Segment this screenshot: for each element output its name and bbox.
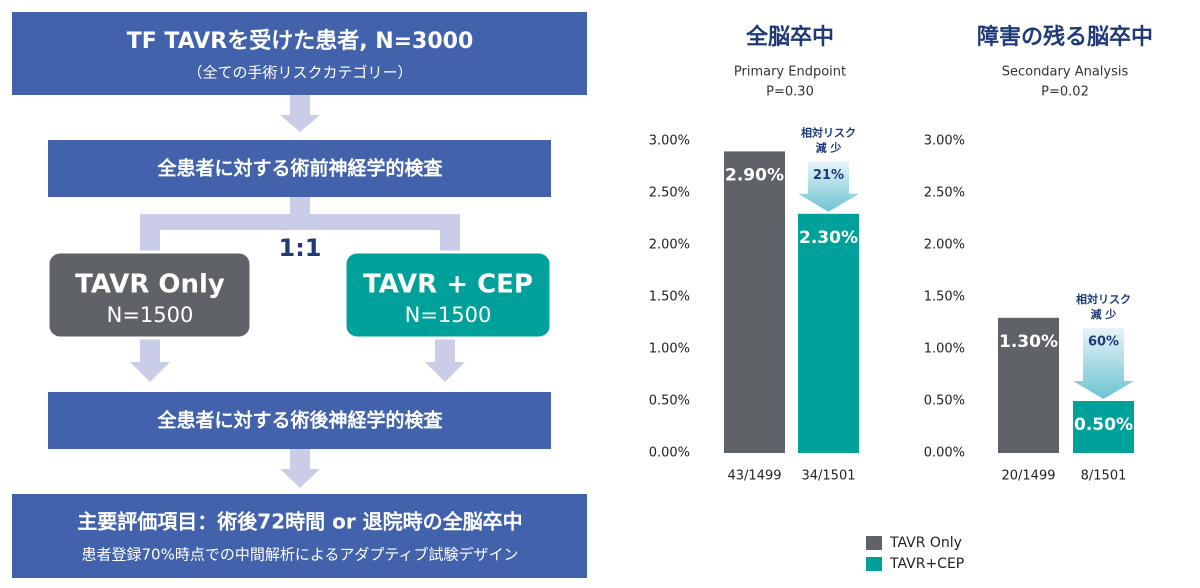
arm-title: TAVR Only bbox=[75, 270, 225, 300]
y-tick-label: 1.00% bbox=[649, 342, 690, 357]
box bbox=[12, 494, 587, 578]
y-tick-label: 1.50% bbox=[649, 290, 690, 305]
box-title: 主要評価項目：術後72時間 or 退院時の全脳卒中 bbox=[77, 510, 522, 534]
value-label: 0.50% bbox=[1074, 415, 1133, 435]
value-label: 1.30% bbox=[999, 332, 1058, 352]
bar bbox=[998, 317, 1059, 453]
y-tick-label: 0.00% bbox=[649, 446, 690, 461]
box-title: 全患者に対する術後神経学的検査 bbox=[156, 409, 443, 432]
x-tick-label: 20/1499 bbox=[1001, 469, 1055, 484]
annotation: 相対リスク bbox=[801, 125, 856, 139]
bar bbox=[724, 151, 785, 453]
arm-subtitle: N=1500 bbox=[107, 303, 194, 327]
p-value: P=0.02 bbox=[1041, 85, 1089, 100]
arm-box bbox=[343, 250, 553, 340]
box bbox=[48, 140, 551, 197]
box-title: 全患者に対する術前神経学的検査 bbox=[156, 157, 443, 180]
y-tick-label: 1.50% bbox=[924, 290, 965, 305]
arm-title: TAVR + CEP bbox=[363, 270, 533, 300]
x-tick-label: 43/1499 bbox=[727, 469, 781, 484]
box-subtitle: 患者登録70%時点での中間解析によるアダプティブ試験デザイン bbox=[82, 546, 519, 564]
arm-subtitle: N=1500 bbox=[405, 303, 492, 327]
connectors bbox=[130, 95, 465, 488]
y-tick-label: 2.50% bbox=[649, 186, 690, 201]
p-value: P=0.30 bbox=[766, 85, 814, 100]
annotation: 減 少 bbox=[816, 140, 842, 154]
chart-subtitle: Secondary Analysis bbox=[1002, 65, 1129, 80]
y-tick-label: 3.00% bbox=[649, 134, 690, 149]
legend-swatch bbox=[866, 557, 882, 571]
reduction-arrow bbox=[1073, 327, 1134, 399]
value-label: 2.30% bbox=[799, 228, 858, 248]
y-tick-label: 0.00% bbox=[924, 446, 965, 461]
chart-title: 全脳卒中 bbox=[745, 24, 834, 50]
chart-subtitle: Primary Endpoint bbox=[734, 65, 846, 80]
annotation: 減 少 bbox=[1091, 307, 1117, 321]
annotation: 相対リスク bbox=[1076, 292, 1131, 306]
y-tick-label: 2.00% bbox=[924, 238, 965, 253]
flowchart: TF TAVRを受けた患者, N=3000 （全ての手術リスクカテゴリー） 全患… bbox=[12, 12, 587, 578]
y-tick-label: 0.50% bbox=[649, 394, 690, 409]
legend-swatch bbox=[866, 536, 882, 550]
y-tick-label: 2.00% bbox=[649, 238, 690, 253]
box-subtitle: （全ての手術リスクカテゴリー） bbox=[187, 64, 412, 82]
legend-label: TAVR Only bbox=[889, 535, 962, 551]
box-title: TF TAVRを受けた患者, N=3000 bbox=[127, 28, 474, 54]
box bbox=[12, 12, 587, 95]
annotation-value: 60% bbox=[1088, 334, 1119, 349]
y-tick-label: 2.50% bbox=[924, 186, 965, 201]
legend-label: TAVR+CEP bbox=[889, 556, 964, 572]
y-tick-label: 0.50% bbox=[924, 394, 965, 409]
value-label: 2.90% bbox=[725, 165, 784, 185]
x-tick-label: 8/1501 bbox=[1081, 469, 1127, 484]
ratio: 1:1 bbox=[279, 234, 322, 262]
arm-box bbox=[46, 250, 253, 340]
box bbox=[48, 392, 551, 449]
reduction-arrow bbox=[798, 161, 859, 212]
annotation-value: 21% bbox=[813, 168, 844, 183]
y-tick-label: 1.00% bbox=[924, 342, 965, 357]
chart-title: 障害の残る脳卒中 bbox=[977, 24, 1153, 50]
y-tick-label: 3.00% bbox=[924, 134, 965, 149]
x-tick-label: 34/1501 bbox=[801, 469, 855, 484]
bar bbox=[1073, 401, 1134, 453]
bar bbox=[798, 213, 859, 453]
